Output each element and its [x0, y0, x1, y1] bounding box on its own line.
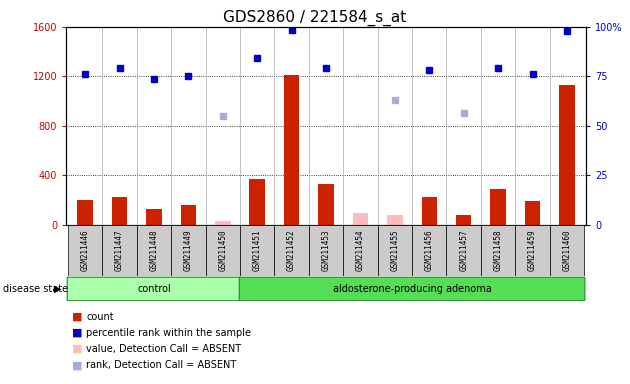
Text: rank, Detection Call = ABSENT: rank, Detection Call = ABSENT — [86, 360, 236, 370]
Bar — [412, 225, 447, 276]
FancyBboxPatch shape — [67, 277, 241, 301]
Bar — [515, 225, 550, 276]
Bar — [112, 197, 127, 225]
Bar — [318, 184, 334, 225]
Text: ▶: ▶ — [54, 284, 62, 294]
Text: ■: ■ — [72, 360, 83, 370]
Text: GSM211452: GSM211452 — [287, 230, 296, 271]
Text: GSM211460: GSM211460 — [563, 230, 571, 271]
Text: GSM211453: GSM211453 — [321, 230, 331, 271]
Text: GSM211457: GSM211457 — [459, 230, 468, 271]
Text: GSM211446: GSM211446 — [81, 230, 89, 271]
Text: control: control — [137, 284, 171, 294]
Bar — [421, 197, 437, 225]
Text: GSM211458: GSM211458 — [494, 230, 503, 271]
Bar — [387, 215, 403, 225]
Text: GSM211450: GSM211450 — [218, 230, 227, 271]
Bar — [490, 189, 506, 225]
Text: percentile rank within the sample: percentile rank within the sample — [86, 328, 251, 338]
Bar — [284, 75, 299, 225]
Bar — [456, 215, 471, 225]
Bar — [102, 225, 137, 276]
Text: disease state: disease state — [3, 284, 68, 294]
Bar — [137, 225, 171, 276]
Text: ■: ■ — [72, 312, 83, 322]
Bar — [550, 225, 584, 276]
Bar — [215, 221, 231, 225]
Text: GSM211455: GSM211455 — [391, 230, 399, 271]
Text: GDS2860 / 221584_s_at: GDS2860 / 221584_s_at — [224, 10, 406, 26]
Text: GSM211447: GSM211447 — [115, 230, 124, 271]
Text: count: count — [86, 312, 114, 322]
FancyBboxPatch shape — [239, 277, 585, 301]
Bar — [447, 225, 481, 276]
Bar — [353, 213, 368, 225]
Bar — [525, 201, 541, 225]
Bar — [181, 205, 196, 225]
Text: GSM211448: GSM211448 — [149, 230, 158, 271]
Text: GSM211459: GSM211459 — [528, 230, 537, 271]
Bar — [481, 225, 515, 276]
Bar — [68, 225, 102, 276]
Text: GSM211456: GSM211456 — [425, 230, 434, 271]
Text: ■: ■ — [72, 328, 83, 338]
Text: ■: ■ — [72, 344, 83, 354]
Bar — [377, 225, 412, 276]
Bar — [309, 225, 343, 276]
Text: GSM211449: GSM211449 — [184, 230, 193, 271]
Bar — [343, 225, 377, 276]
Text: value, Detection Call = ABSENT: value, Detection Call = ABSENT — [86, 344, 241, 354]
Text: GSM211454: GSM211454 — [356, 230, 365, 271]
Bar — [275, 225, 309, 276]
Bar — [171, 225, 205, 276]
Bar — [205, 225, 240, 276]
Bar — [559, 85, 575, 225]
Text: aldosterone-producing adenoma: aldosterone-producing adenoma — [333, 284, 491, 294]
Bar — [77, 200, 93, 225]
Bar — [249, 179, 265, 225]
Bar — [146, 209, 162, 225]
Text: GSM211451: GSM211451 — [253, 230, 261, 271]
Bar — [240, 225, 275, 276]
